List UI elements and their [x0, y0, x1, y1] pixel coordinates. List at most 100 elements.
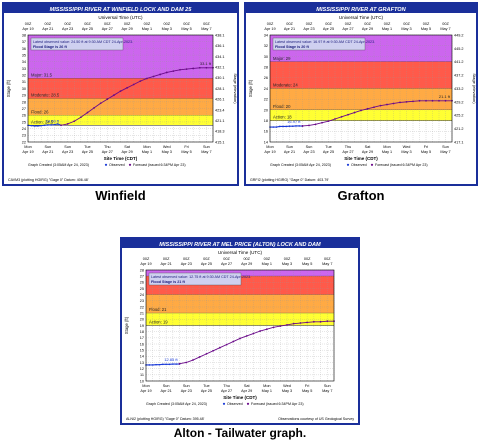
top-tick-label: Apr 29	[241, 262, 252, 266]
x-tick-label: Fri	[305, 384, 310, 388]
forecast-point	[185, 361, 188, 364]
top-tick-label: 00Z	[243, 257, 250, 261]
x-tick-label: Thu	[223, 384, 230, 388]
x-tick-label: Apr 23	[62, 150, 73, 154]
forecast-point	[112, 94, 115, 97]
flood-stage-text: Flood Stage is 21 ft	[151, 280, 186, 284]
top-tick-label: 00Z	[64, 22, 71, 26]
right-tick-label: 429.2	[454, 100, 464, 104]
x-tick-label: Apr 19	[264, 150, 275, 154]
observed-point	[165, 363, 167, 366]
latest-observed-box	[272, 37, 366, 51]
latest-observed-text: Latest observed value: 24.50 ft at 9:30 …	[33, 40, 133, 44]
x-tick-label: Tue	[84, 145, 90, 149]
right-tick-label: 428.1	[215, 87, 225, 91]
observed-point	[33, 125, 36, 127]
y-tick-label: 27	[22, 107, 26, 111]
y-tick-label: 33	[22, 67, 26, 71]
y-tick-label: 13	[140, 361, 144, 365]
y-tick-label: 20	[140, 318, 144, 322]
top-tick-label: May 3	[282, 262, 292, 266]
observed-point	[43, 124, 46, 127]
gage-datum-text: CAVM3 (plotting HGIRG) "Gage 0" Datum: 4…	[8, 178, 89, 182]
forecast-point	[165, 71, 168, 74]
gage-datum-text: ALNI2 (plotting HGIRG) "Gage 0" Datum: 3…	[126, 417, 205, 421]
x-tick-label: Fri	[184, 145, 189, 149]
y-tick-label: 32	[22, 74, 26, 78]
x-tick-label: May 7	[322, 389, 332, 393]
plot-frame	[269, 34, 453, 143]
observed-point	[40, 124, 43, 127]
forecast-point	[60, 124, 62, 127]
y-tick-label: 10	[140, 379, 144, 383]
forecast-point	[444, 99, 447, 102]
right-tick-label: 438.1	[215, 33, 225, 37]
observed-point	[172, 363, 174, 365]
x-tick-label: Tue	[203, 384, 209, 388]
x-tick-label: Wed	[283, 384, 291, 388]
y-tick-label: 32	[264, 44, 268, 48]
right-tick-label: 426.1	[215, 98, 225, 102]
forecast-point	[252, 332, 255, 335]
hydrograph-alton: MISSISSIPPI RIVER AT MEL PRICE (ALTON) L…	[122, 239, 358, 421]
top-tick-label: 00Z	[203, 22, 210, 26]
observed-point	[278, 125, 281, 128]
observed-point	[175, 363, 178, 365]
forecast-point	[99, 102, 102, 105]
top-tick-label: 00Z	[45, 22, 52, 26]
legend-observed-marker	[104, 163, 108, 166]
plot-frame	[27, 34, 214, 143]
legend-forecast-marker	[246, 402, 250, 405]
forecast-point	[301, 125, 304, 127]
observed-point	[295, 125, 297, 127]
x-tick-label: Fri	[424, 145, 429, 149]
x-tick-label: Sun	[44, 145, 51, 149]
observed-point	[288, 125, 291, 128]
forecast-point	[198, 66, 201, 69]
top-tick-label: 00Z	[423, 22, 430, 26]
top-tick-label: 00Z	[284, 257, 291, 261]
forecast-point	[292, 322, 295, 325]
top-tick-label: 00Z	[306, 22, 313, 26]
y-tick-label: 30	[264, 55, 268, 59]
x-tick-label: Thu	[345, 145, 352, 149]
forecast-point	[299, 322, 302, 324]
top-tick-label: May 1	[382, 27, 392, 31]
forecast-point	[146, 77, 148, 80]
x-tick-label: Tue	[325, 145, 331, 149]
forecast-point	[205, 66, 208, 69]
forecast-point	[198, 356, 201, 358]
forecast-point	[218, 346, 221, 349]
forecast-point	[347, 113, 349, 116]
forecast-point	[321, 121, 323, 124]
top-tick-label: 00Z	[163, 22, 170, 26]
forecast-point	[139, 80, 142, 83]
x-tick-label: Apr 21	[284, 150, 295, 154]
observed-value-label: 16.97 ft	[287, 119, 301, 124]
forecast-point	[205, 352, 208, 355]
forecast-point	[334, 118, 336, 120]
top-tick-label: 00Z	[264, 257, 271, 261]
right-tick-label: 417.1	[454, 140, 464, 144]
top-tick-label: 00Z	[286, 22, 293, 26]
legend-forecast-marker	[370, 163, 374, 166]
x-tick-label: Apr 29	[122, 150, 133, 154]
caption-winfield: Winfield	[95, 188, 146, 203]
top-tick-label: 00Z	[304, 257, 311, 261]
band-label: Major: 29	[273, 56, 291, 61]
top-tick-label: May 3	[162, 27, 172, 31]
forecast-point	[399, 101, 401, 104]
forecast-point	[265, 328, 268, 331]
top-tick-label: Apr 19	[140, 262, 151, 266]
forecast-point	[425, 99, 427, 102]
x-axis-title: Site Time (CDT)	[104, 156, 138, 161]
y-tick-label: 12	[140, 367, 144, 371]
forecast-line	[302, 100, 452, 127]
right-tick-label: 415.1	[215, 140, 225, 144]
chart-panel-grafton: MISSISSIPPI RIVER AT GRAFTON Universal Ti…	[244, 2, 478, 186]
top-tick-label: May 1	[142, 27, 152, 31]
right-tick-label: 430.1	[215, 76, 225, 80]
forecast-point	[326, 320, 329, 323]
graph-created-text: Graph Created (3:05AM Apr 24, 2023)	[28, 163, 89, 167]
left-axis-title: Stage (ft)	[248, 79, 253, 97]
